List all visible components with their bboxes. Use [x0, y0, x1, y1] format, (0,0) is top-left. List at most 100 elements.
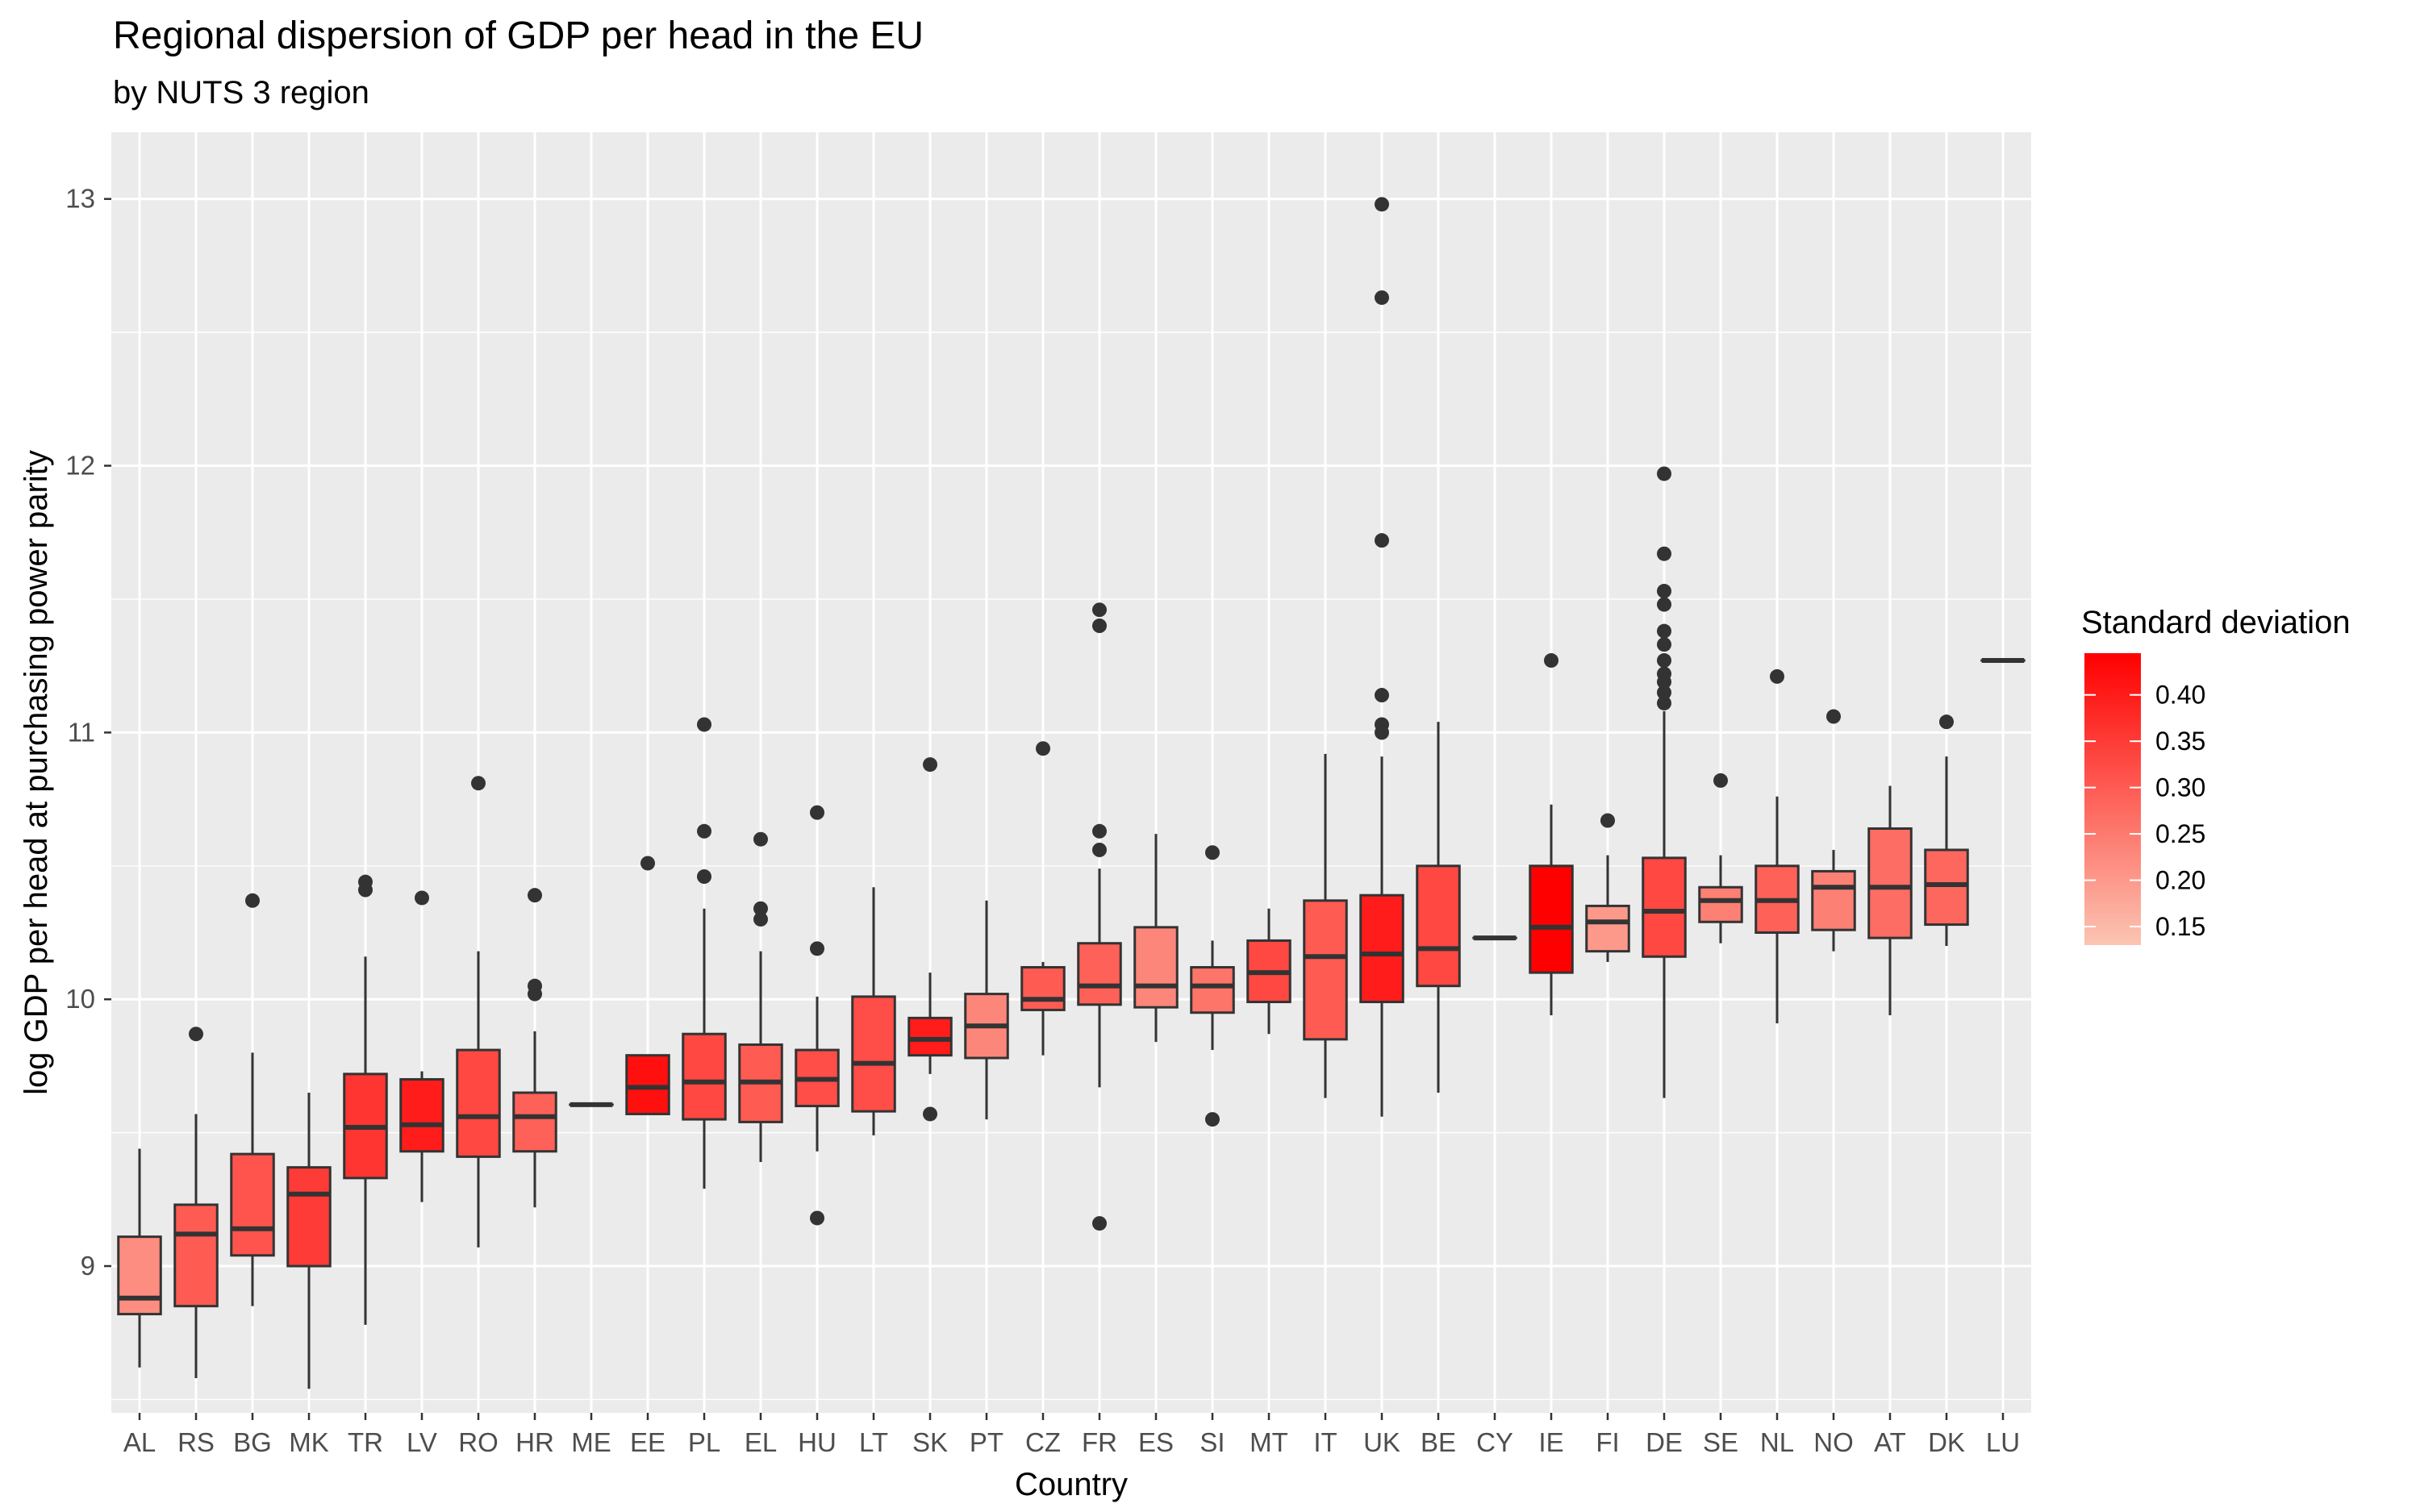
chart-subtitle: by NUTS 3 region — [113, 75, 369, 110]
x-tick-label-lv: LV — [407, 1427, 437, 1457]
x-axis-title: Country — [1015, 1467, 1128, 1502]
x-tick-label-de: DE — [1646, 1427, 1683, 1457]
box-body — [1190, 966, 1235, 1014]
outlier-point — [1770, 669, 1784, 684]
x-tick-label-lt: LT — [859, 1427, 888, 1457]
x-tick-label-el: EL — [745, 1427, 777, 1457]
outlier-point — [1205, 845, 1220, 860]
x-tick-label-se: SE — [1703, 1427, 1738, 1457]
box-hr — [512, 888, 557, 1208]
box-se — [1698, 773, 1743, 943]
legend-tick-label: 0.40 — [2155, 681, 2205, 710]
box-body — [1416, 864, 1461, 988]
outlier-point — [1657, 546, 1671, 561]
box-de — [1642, 466, 1687, 1098]
outlier-point — [1657, 597, 1671, 612]
outlier-point — [1657, 584, 1671, 599]
outlier-point — [1657, 466, 1671, 481]
box-body — [1077, 942, 1122, 1006]
outlier-point — [923, 1106, 937, 1122]
outlier-point — [640, 856, 655, 871]
outlier-point — [1036, 741, 1050, 756]
box-es — [1133, 834, 1179, 1043]
x-tick-label-si: SI — [1200, 1427, 1225, 1457]
legend-tick-label: 0.20 — [2155, 866, 2205, 895]
legend-tick-label: 0.15 — [2155, 912, 2205, 941]
box-body — [286, 1166, 332, 1268]
box-cz — [1020, 741, 1066, 1056]
x-tick-label-cz: CZ — [1025, 1427, 1061, 1457]
box-al — [117, 1148, 162, 1368]
box-el — [738, 831, 783, 1163]
box-pl — [682, 717, 727, 1189]
outlier-point — [358, 874, 373, 889]
outlier-point — [1092, 842, 1107, 857]
box-mt — [1246, 908, 1291, 1035]
x-tick-label-hu: HU — [798, 1427, 837, 1457]
outlier-point — [1375, 688, 1389, 703]
box-body — [1867, 827, 1913, 939]
box-at — [1867, 785, 1913, 1016]
outlier-point — [753, 911, 768, 927]
chart-title: Regional dispersion of GDP per head in t… — [113, 15, 924, 57]
x-tick-label-dk: DK — [1928, 1427, 1965, 1457]
box-body — [456, 1048, 501, 1158]
box-be — [1416, 722, 1461, 1093]
box-body — [851, 995, 896, 1113]
box-si — [1190, 845, 1235, 1127]
box-body — [908, 1016, 953, 1057]
y-axis: 9 10 11 12 13 — [65, 184, 111, 1281]
box-uk — [1359, 197, 1404, 1117]
box-ro — [456, 776, 501, 1248]
y-tick-label: 13 — [65, 184, 95, 214]
outlier-point — [697, 869, 711, 885]
x-tick-label-pl: PL — [688, 1427, 720, 1457]
box-mk — [286, 1093, 332, 1389]
outlier-point — [1657, 666, 1671, 681]
x-tick-label-lu: LU — [1986, 1427, 2020, 1457]
outlier-point — [1939, 714, 1954, 730]
outlier-point — [1092, 1216, 1107, 1231]
x-tick-label-it: IT — [1313, 1427, 1337, 1457]
outlier-point — [1826, 709, 1841, 724]
x-tick-label-at: AT — [1874, 1427, 1906, 1457]
x-tick-label-uk: UK — [1363, 1427, 1400, 1457]
x-tick-label-pt: PT — [970, 1427, 1003, 1457]
outlier-point — [1544, 653, 1558, 669]
box-body — [1811, 869, 1856, 931]
box-fr — [1077, 602, 1122, 1231]
outlier-point — [1092, 823, 1107, 839]
outlier-point — [528, 978, 542, 993]
x-axis: AL RS BG MK TR LV RO HR ME EE PL EL HU LT SK PT CZ FR ES SI… — [123, 1413, 2020, 1457]
box-body — [1924, 848, 1969, 927]
box-body — [1020, 966, 1066, 1011]
box-ie — [1529, 653, 1574, 1016]
x-tick-label-me: ME — [571, 1427, 611, 1457]
outlier-point — [697, 823, 711, 839]
outlier-point — [923, 757, 937, 773]
y-axis-title: log GDP per head at purchasing power par… — [19, 450, 54, 1095]
outlier-point — [753, 831, 768, 847]
box-body — [1698, 885, 1743, 923]
legend-tick-label: 0.30 — [2155, 773, 2205, 802]
x-tick-label-ie: IE — [1538, 1427, 1563, 1457]
box-lv — [399, 890, 444, 1202]
box-no — [1811, 709, 1856, 952]
outlier-point — [245, 893, 260, 908]
box-nl — [1754, 669, 1800, 1023]
outlier-point — [753, 901, 768, 916]
box-body — [1642, 856, 1687, 958]
x-tick-label-hr: HR — [515, 1427, 554, 1457]
legend-tick-label: 0.35 — [2155, 727, 2205, 756]
outlier-point — [1657, 653, 1671, 669]
box-sk — [908, 757, 953, 1122]
outlier-point — [1092, 602, 1107, 618]
x-tick-label-cy: CY — [1476, 1427, 1513, 1457]
box-it — [1303, 753, 1348, 1098]
x-tick-label-es: ES — [1138, 1427, 1174, 1457]
box-body — [1303, 899, 1348, 1041]
outlier-point — [810, 1210, 824, 1226]
box-body — [1585, 904, 1630, 953]
box-body — [1529, 864, 1574, 974]
